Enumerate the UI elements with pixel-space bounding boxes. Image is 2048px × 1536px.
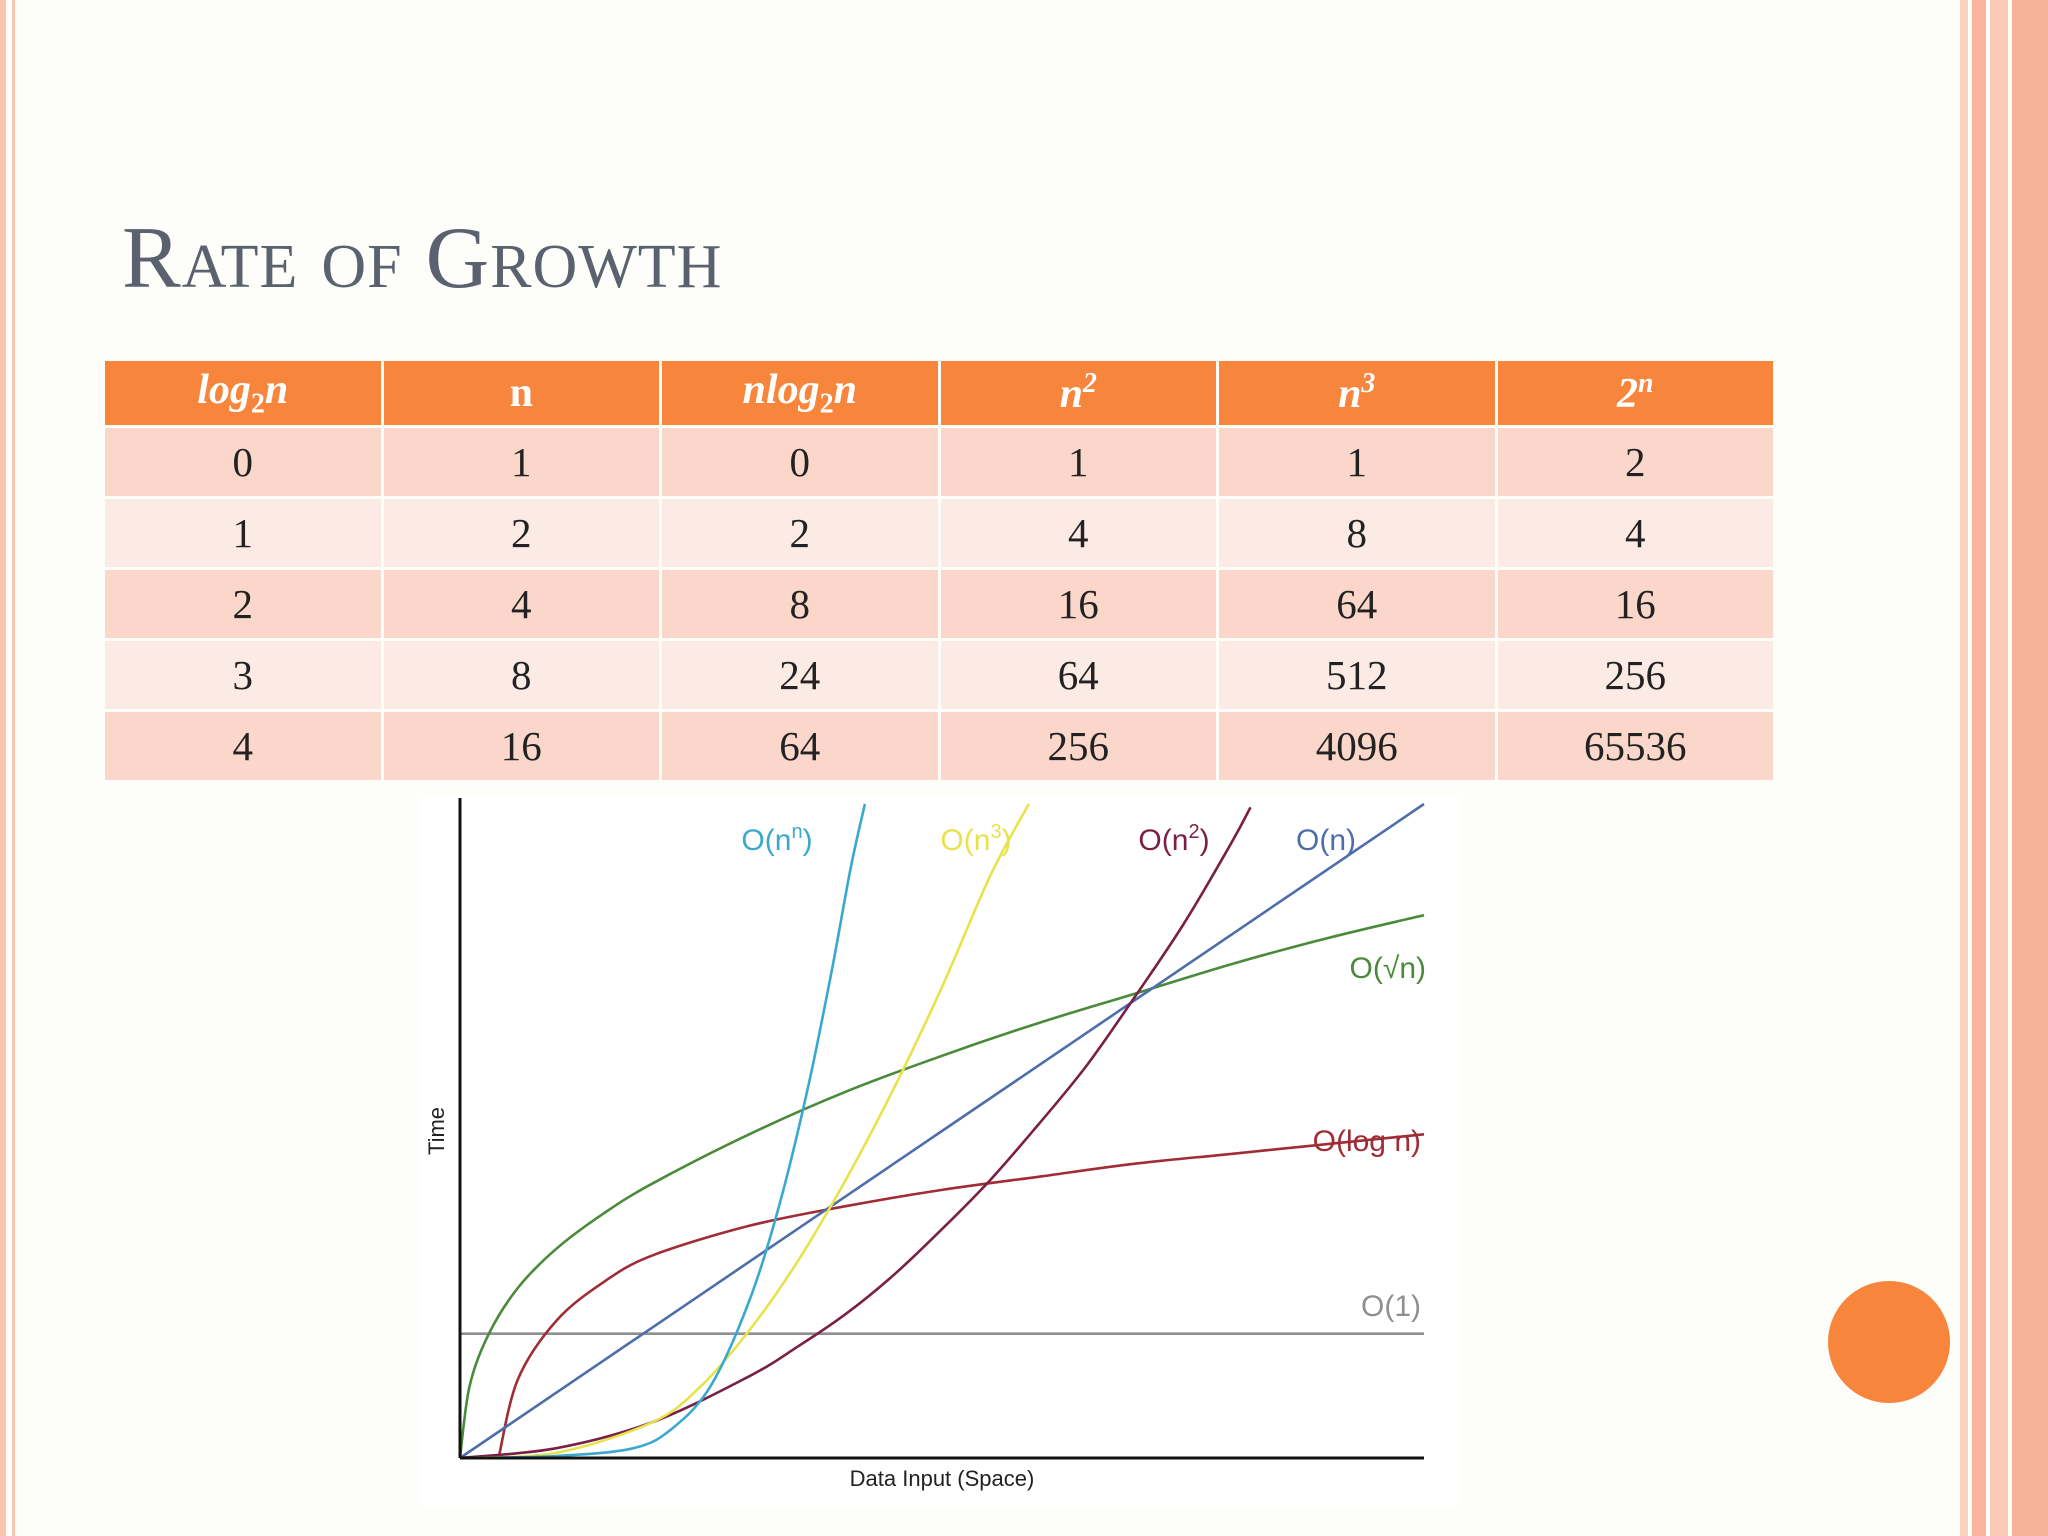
series-label-base: O(log n) xyxy=(1313,1125,1421,1158)
header-base: n xyxy=(1338,371,1362,417)
series-label-0: O(1) xyxy=(1361,1290,1421,1323)
table-header-row: log2n n nlog2n n2 n3 2n xyxy=(105,361,1773,425)
header-superscript: 2 xyxy=(1082,368,1097,399)
series-label-base: O(n xyxy=(940,824,990,857)
table-cell: 2 xyxy=(383,499,659,567)
right-edge-stripe-3 xyxy=(1990,0,2008,1536)
table-cell: 0 xyxy=(105,428,381,496)
header-base: n xyxy=(509,370,533,416)
header-subscript: 2 xyxy=(819,388,834,420)
table-cell: 0 xyxy=(662,428,938,496)
column-header-1: n xyxy=(383,361,659,425)
header-tail: n xyxy=(833,366,857,413)
series-label-base: O(n xyxy=(1138,824,1188,857)
series-line-2 xyxy=(458,913,1425,1459)
right-edge-stripe-4 xyxy=(2012,0,2048,1536)
series-label-tail: ) xyxy=(1200,824,1210,857)
table-cell: 2 xyxy=(662,499,938,567)
column-header-5: 2n xyxy=(1497,361,1773,425)
table-cell: 4 xyxy=(105,712,381,780)
header-base: nlog xyxy=(742,366,820,413)
table-cell: 3 xyxy=(105,641,381,709)
table-row: 2 4 8 16 64 16 xyxy=(105,570,1773,638)
header-base: log xyxy=(197,366,251,413)
next-slide-circle-button[interactable] xyxy=(1828,1281,1950,1403)
series-label-base: O(n xyxy=(741,824,791,857)
header-superscript: n xyxy=(1637,368,1654,399)
table-cell: 1 xyxy=(383,428,659,496)
series-label-base: O(n) xyxy=(1296,824,1356,857)
table-cell: 256 xyxy=(1497,641,1773,709)
table-row: 3 8 24 64 512 256 xyxy=(105,641,1773,709)
series-label-3: O(n) xyxy=(1296,824,1356,857)
series-label-5: O(n3) xyxy=(940,821,1011,857)
table-cell: 24 xyxy=(662,641,938,709)
column-header-0: log2n xyxy=(105,361,381,425)
table-cell: 4 xyxy=(940,499,1216,567)
table-cell: 4 xyxy=(383,570,659,638)
table-cell: 512 xyxy=(1219,641,1495,709)
table-cell: 64 xyxy=(662,712,938,780)
table-cell: 2 xyxy=(1497,428,1773,496)
series-label-tail: ) xyxy=(803,824,813,857)
series-label-base: O(√n) xyxy=(1350,952,1426,985)
table-row: 4 16 64 256 4096 65536 xyxy=(105,712,1773,780)
series-line-5 xyxy=(459,803,1030,1460)
table-cell: 8 xyxy=(662,570,938,638)
growth-rate-table: log2n n nlog2n n2 n3 2n 0 1 0 1 1 2 1 2 2 4 8 4 2 4 8 16 64 16… xyxy=(102,358,1776,783)
series-label-superscript: 2 xyxy=(1188,821,1199,843)
column-header-3: n2 xyxy=(940,361,1216,425)
header-base: 2 xyxy=(1616,371,1638,417)
table-body: 0 1 0 1 1 2 1 2 2 4 8 4 2 4 8 16 64 16 3 8 24 64 512 256 4 16 64 25… xyxy=(105,428,1773,780)
series-label-superscript: n xyxy=(791,821,802,843)
header-superscript: 3 xyxy=(1361,368,1376,399)
x-axis-label: Data Input (Space) xyxy=(850,1466,1035,1491)
series-label-tail: ) xyxy=(1002,824,1012,857)
table-cell: 2 xyxy=(105,570,381,638)
series-label-6: O(nn) xyxy=(741,821,812,857)
table-cell: 1 xyxy=(940,428,1216,496)
series-line-1 xyxy=(497,1133,1425,1459)
table-cell: 16 xyxy=(940,570,1216,638)
table-cell: 8 xyxy=(383,641,659,709)
series-line-6 xyxy=(459,803,867,1460)
series-label-base: O(1) xyxy=(1361,1290,1421,1323)
table-cell: 65536 xyxy=(1497,712,1773,780)
table-cell: 16 xyxy=(383,712,659,780)
table-cell: 64 xyxy=(1219,570,1495,638)
left-edge-stripe-thin xyxy=(12,0,15,1536)
chart-background xyxy=(420,796,1460,1506)
table-cell: 256 xyxy=(940,712,1216,780)
table-cell: 1 xyxy=(105,499,381,567)
series-label-4: O(n2) xyxy=(1138,821,1209,857)
column-header-4: n3 xyxy=(1219,361,1495,425)
header-tail: n xyxy=(264,366,289,413)
table-cell: 8 xyxy=(1219,499,1495,567)
table-cell: 4 xyxy=(1497,499,1773,567)
header-base: n xyxy=(1059,371,1083,417)
table-cell: 4096 xyxy=(1219,712,1495,780)
header-subscript: 2 xyxy=(250,388,265,420)
right-edge-stripe-2 xyxy=(1972,0,1986,1536)
table-cell: 1 xyxy=(1219,428,1495,496)
right-edge-stripe-1 xyxy=(1960,0,1968,1536)
series-label-1: O(log n) xyxy=(1313,1125,1421,1158)
table-cell: 64 xyxy=(940,641,1216,709)
slide-title: Rate of Growth xyxy=(122,210,723,307)
column-header-2: nlog2n xyxy=(662,361,938,425)
complexity-growth-chart: Data Input (Space) Time O(1) O(log n) O(√n) O… xyxy=(420,796,1460,1506)
series-label-superscript: 3 xyxy=(990,821,1001,843)
left-edge-stripe xyxy=(0,0,6,1536)
series-label-2: O(√n) xyxy=(1350,952,1426,985)
series-line-3 xyxy=(459,802,1425,1460)
table-cell: 16 xyxy=(1497,570,1773,638)
y-axis-label: Time xyxy=(424,1107,449,1155)
